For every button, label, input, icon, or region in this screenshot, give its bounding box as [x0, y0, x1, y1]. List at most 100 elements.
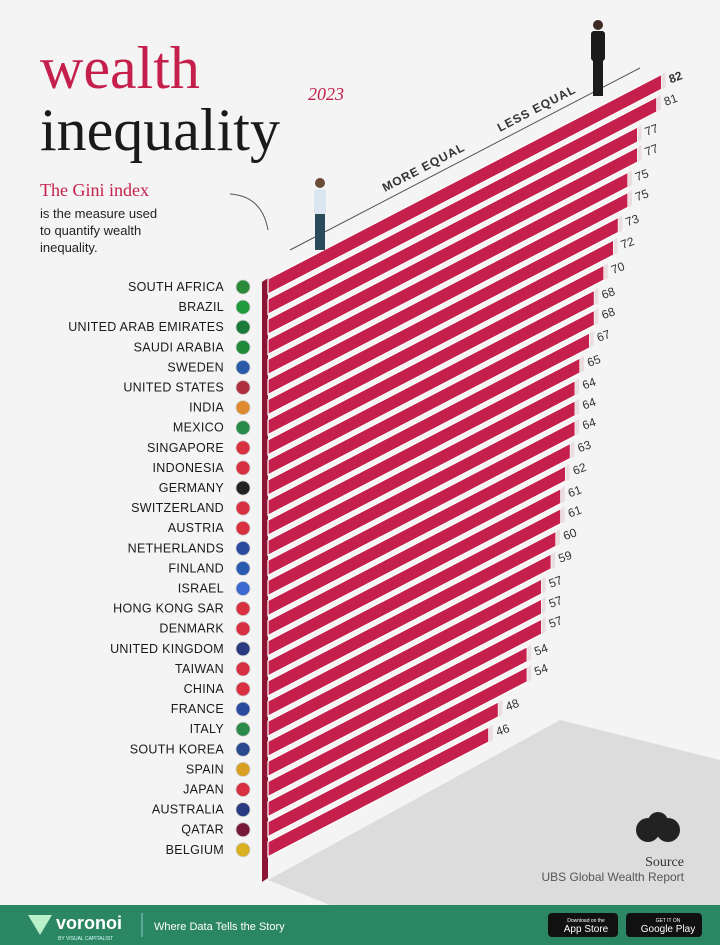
brand-sub: BY VISUAL CAPITALIST [58, 936, 113, 942]
bar-end [527, 664, 532, 682]
category-label: SAUDI ARABIA [134, 340, 225, 354]
bar-end [551, 551, 556, 569]
annotation-line: is the measure used [40, 206, 157, 221]
app-store: App Store [564, 924, 609, 935]
value-label: 77 [643, 141, 661, 159]
category-label: GERMANY [159, 481, 225, 495]
category-label: AUSTRALIA [152, 803, 225, 817]
source-heading: Source [645, 855, 684, 870]
value-label: 70 [609, 259, 627, 277]
category-label: SPAIN [186, 762, 224, 776]
value-label: 60 [561, 525, 579, 543]
flag [235, 681, 251, 697]
flag [235, 721, 251, 737]
category-label: SOUTH AFRICA [128, 280, 224, 294]
bars [267, 72, 666, 858]
source: UBS Global Wealth Report [541, 870, 684, 884]
category-label: SOUTH KOREA [130, 742, 225, 756]
logo [28, 915, 52, 935]
flag [235, 741, 251, 757]
value-label: 64 [580, 415, 598, 433]
value-label: 68 [600, 304, 618, 322]
category-label: FRANCE [171, 702, 224, 716]
flag [235, 842, 251, 858]
bar-end [541, 617, 546, 635]
flag [235, 701, 251, 717]
category-label: JAPAN [183, 783, 224, 797]
value-label: 61 [566, 483, 584, 501]
google-play-small: GET IT ON [656, 918, 681, 924]
category-label: INDONESIA [153, 461, 225, 475]
category-label: NETHERLANDS [128, 541, 224, 555]
annotation-heading: The Gini index [40, 180, 149, 200]
flag [235, 339, 251, 355]
flag [235, 420, 251, 436]
bar-end [656, 94, 661, 112]
flag [235, 581, 251, 596]
category-label: HONG KONG SAR [113, 602, 224, 616]
flag [235, 540, 251, 556]
flag [235, 500, 251, 516]
bar-side [262, 278, 268, 882]
bar-end [637, 125, 642, 143]
bar-end [637, 145, 642, 163]
category-label: FINLAND [168, 561, 224, 575]
value-label: 48 [504, 696, 522, 714]
google-play-button[interactable] [626, 913, 702, 937]
bar-end [498, 699, 503, 717]
bar-end [580, 355, 584, 373]
annotation-line: inequality. [40, 240, 98, 255]
flag [235, 802, 251, 817]
category-label: UNITED KINGDOM [110, 642, 224, 656]
flag [235, 661, 251, 677]
value-label: 54 [532, 661, 550, 679]
app-store-button[interactable] [548, 913, 618, 937]
flag [235, 641, 251, 657]
value-label: 65 [585, 352, 603, 370]
value-label: 54 [532, 641, 550, 659]
flag [235, 440, 251, 456]
category-label: UNITED ARAB EMIRATES [68, 320, 224, 334]
value-label: 75 [633, 166, 651, 184]
value-label: 57 [547, 593, 565, 611]
category-label: SINGAPORE [147, 441, 224, 455]
bar-end [618, 215, 623, 233]
value-label: 46 [494, 721, 512, 739]
bar-end [488, 724, 493, 742]
category-label: QATAR [181, 823, 224, 837]
category-label: TAIWAN [175, 662, 224, 676]
bar-end [570, 441, 575, 459]
category-label: UNITED STATES [123, 381, 224, 395]
flag [235, 822, 251, 838]
category-label: SWITZERLAND [131, 501, 224, 515]
flag [235, 319, 251, 335]
bar-end [613, 237, 618, 255]
flag [235, 299, 251, 315]
flag [235, 782, 251, 797]
bar-end [556, 529, 560, 547]
annotation: is the measure used to quantify wealth ine… [40, 206, 157, 255]
bar-end [527, 644, 532, 662]
value-label: 81 [662, 91, 680, 109]
tagline: Where Data Tells the Story [154, 921, 285, 933]
value-label: 75 [633, 186, 651, 204]
chart-title-2: inequality [40, 97, 280, 163]
category-label: CHINA [184, 682, 225, 696]
flag [235, 380, 251, 395]
bar-end [565, 463, 570, 481]
value-label: 82 [667, 68, 685, 86]
category-label: INDIA [189, 401, 224, 415]
value-label: 57 [547, 613, 565, 631]
bar-end [560, 506, 565, 524]
value-label: 64 [580, 395, 598, 413]
bar-end [560, 486, 565, 504]
value-label: 77 [643, 121, 661, 139]
category-label: ISRAEL [178, 582, 224, 596]
category-label: BRAZIL [178, 300, 224, 314]
flag [235, 520, 251, 536]
value-label: 61 [566, 503, 584, 521]
bar-end [541, 597, 546, 615]
flag [235, 621, 251, 637]
annotation-line: to quantify wealth [40, 223, 141, 238]
